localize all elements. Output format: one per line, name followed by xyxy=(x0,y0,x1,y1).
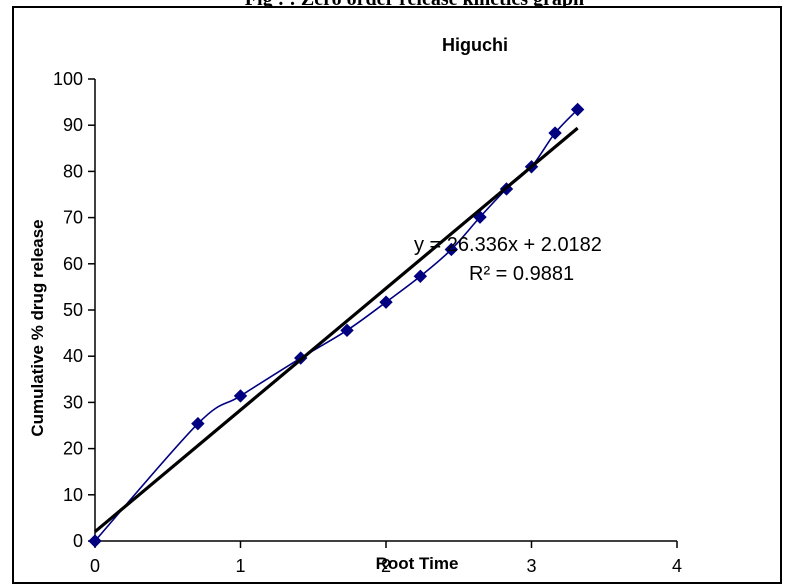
data-point xyxy=(340,323,354,338)
trendline-layer xyxy=(93,126,579,533)
data-point xyxy=(379,295,393,309)
y-tick-label: 90 xyxy=(63,115,83,135)
y-axis-ticks: 0 10 20 30 40 50 60 70 80 90 100 xyxy=(53,69,95,551)
y-tick-label: 50 xyxy=(63,300,83,320)
y-tick-label: 70 xyxy=(63,208,83,228)
x-tick-label: 1 xyxy=(235,556,245,576)
series-line xyxy=(94,108,579,542)
data-point xyxy=(233,389,248,403)
data-point xyxy=(570,102,585,117)
trendline-r2: R² = 0.9881 xyxy=(469,263,574,285)
y-tick-label: 0 xyxy=(73,531,83,551)
x-tick-label: 0 xyxy=(90,556,100,576)
x-tick-label: 2 xyxy=(381,556,391,576)
y-tick-label: 30 xyxy=(63,392,83,412)
trendline-equation: y = 26.336x + 2.0182 xyxy=(414,234,602,256)
data-point xyxy=(413,269,428,283)
y-tick-label: 20 xyxy=(63,439,83,459)
figure-caption: Fig : : Zero order release kinetics grap… xyxy=(0,0,799,12)
data-point xyxy=(548,126,562,140)
y-tick-label: 100 xyxy=(53,69,83,89)
trendline xyxy=(93,126,579,533)
data-point xyxy=(444,242,459,257)
y-tick-label: 40 xyxy=(63,346,83,366)
x-tick-label: 4 xyxy=(672,556,682,576)
x-tick-label: 3 xyxy=(526,556,536,576)
chart-svg: Higuchi 0 10 20 30 40 50 60 70 80 90 100 0 1 2 3 4 y =… xyxy=(28,35,682,576)
data-point xyxy=(191,416,205,431)
chart-title: Higuchi xyxy=(442,35,508,55)
series-layer xyxy=(88,102,585,548)
y-tick-label: 60 xyxy=(63,254,83,274)
chart-area: Higuchi 0 10 20 30 40 50 60 70 80 90 100 0 1 2 3 4 y =… xyxy=(12,6,782,584)
data-point xyxy=(88,534,102,548)
x-axis-title: Root Time xyxy=(376,554,459,573)
y-axis-title: Cumulative % drug release xyxy=(28,219,47,436)
y-tick-label: 80 xyxy=(63,161,83,181)
y-tick-label: 10 xyxy=(63,485,83,505)
